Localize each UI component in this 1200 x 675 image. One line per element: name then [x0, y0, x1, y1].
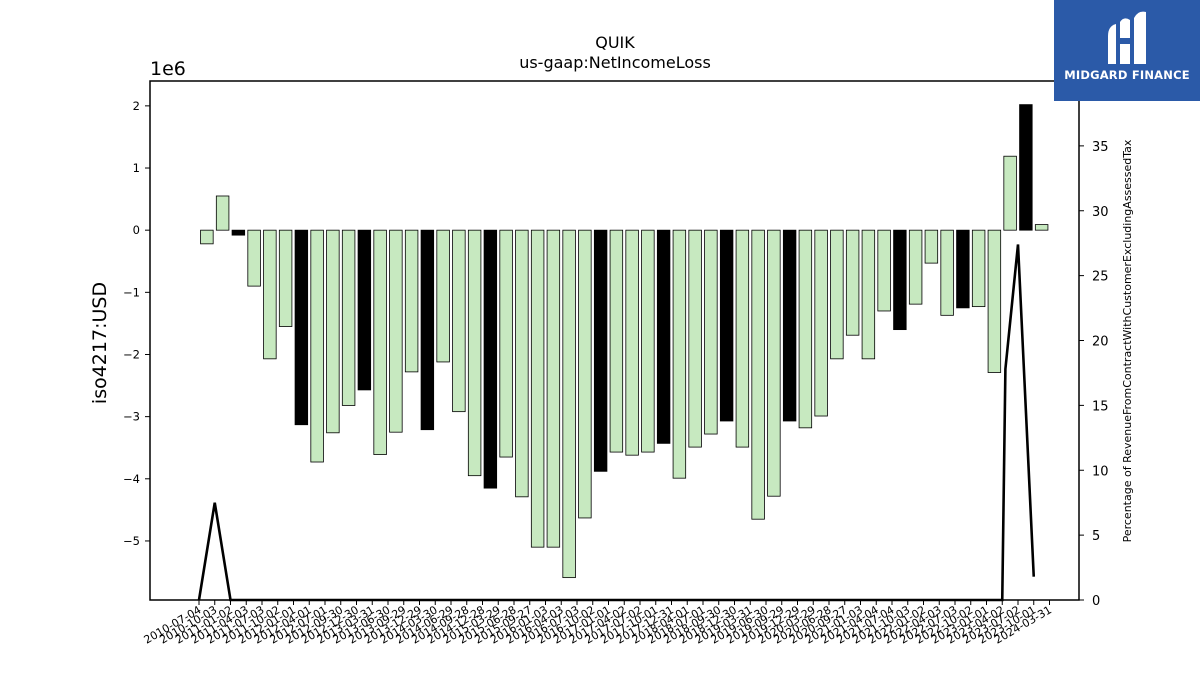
y2-tick-label: 0	[1092, 594, 1100, 609]
bar	[688, 229, 702, 448]
y2-tick-label: 20	[1092, 335, 1109, 350]
bar	[641, 229, 655, 453]
y2-tick-label: 10	[1092, 464, 1109, 479]
bar	[1019, 104, 1033, 231]
y2-tick-label: 30	[1092, 205, 1109, 220]
bar	[263, 229, 277, 360]
y-axis-multiplier: 1e6	[150, 58, 186, 80]
bar	[751, 229, 765, 520]
bar	[609, 229, 624, 453]
bar	[987, 229, 1002, 373]
bar	[546, 229, 561, 548]
bar	[310, 229, 324, 463]
bar	[656, 229, 671, 444]
bar	[940, 229, 954, 316]
bar	[467, 229, 482, 477]
bar	[389, 229, 403, 433]
bar	[231, 229, 246, 236]
y-tick-label: −3	[123, 410, 140, 424]
bar	[782, 229, 797, 422]
bar	[893, 229, 907, 331]
y-tick-label: −5	[123, 534, 140, 548]
bar	[672, 229, 687, 479]
bar	[1003, 155, 1017, 231]
logo: MIDGARD FINANCE	[1054, 0, 1200, 101]
bar	[971, 229, 986, 308]
bar	[845, 229, 860, 336]
bar	[357, 229, 372, 391]
y2-tick-label: 25	[1092, 270, 1109, 285]
bar	[562, 229, 576, 579]
bar	[767, 229, 781, 497]
bar	[483, 229, 498, 489]
bar	[200, 229, 214, 245]
bar	[956, 229, 970, 309]
chart-title: QUIK	[595, 33, 635, 52]
bar	[515, 229, 529, 498]
bar	[719, 229, 734, 422]
bar	[294, 229, 309, 426]
bar	[814, 229, 828, 417]
bar	[341, 229, 356, 406]
bar	[908, 229, 923, 305]
bar	[704, 229, 718, 435]
y-tick-label: −1	[123, 285, 140, 299]
bar	[215, 195, 230, 231]
bar	[404, 229, 419, 373]
bar	[625, 229, 639, 456]
y-tick-label: −2	[123, 347, 140, 361]
bar	[247, 229, 261, 287]
y2-axis-label: Percentage of RevenueFromContractWithCus…	[1121, 139, 1134, 542]
bar	[452, 229, 466, 413]
logo-text: MIDGARD FINANCE	[1064, 68, 1190, 82]
y-tick-label: 1	[133, 161, 140, 175]
bar	[499, 229, 513, 458]
x-axis-ticks: 2010-07-042010-10-032011-01-022011-04-03…	[142, 600, 1054, 647]
bars-group	[200, 104, 1049, 579]
bar	[530, 229, 545, 548]
y2-axis-ticks: 0 5 10 15 20 25 30 35	[1079, 140, 1109, 609]
bar	[420, 229, 435, 431]
bar	[436, 229, 450, 363]
bar	[877, 229, 891, 312]
y-tick-label: 0	[133, 223, 140, 237]
y-axis-label: iso4217:USD	[89, 282, 111, 404]
bar	[1034, 224, 1049, 231]
y-tick-label: −4	[123, 472, 140, 486]
bar	[798, 229, 813, 429]
y-tick-label: 2	[133, 99, 140, 113]
bar	[924, 229, 939, 264]
chart-subtitle: us-gaap:NetIncomeLoss	[519, 53, 711, 72]
bar	[326, 229, 340, 434]
bar	[861, 229, 876, 360]
y-axis-ticks: −5 −4 −3 −2 −1 0 1 2	[123, 99, 150, 548]
bar	[593, 229, 608, 472]
bar	[830, 229, 844, 360]
bar	[373, 229, 387, 455]
bar	[735, 229, 750, 448]
y2-tick-label: 5	[1092, 529, 1100, 544]
logo-mark-icon	[1108, 11, 1146, 65]
y2-tick-label: 15	[1092, 399, 1109, 414]
y2-tick-label: 35	[1092, 140, 1109, 155]
bar	[578, 229, 592, 519]
bar	[278, 229, 293, 327]
